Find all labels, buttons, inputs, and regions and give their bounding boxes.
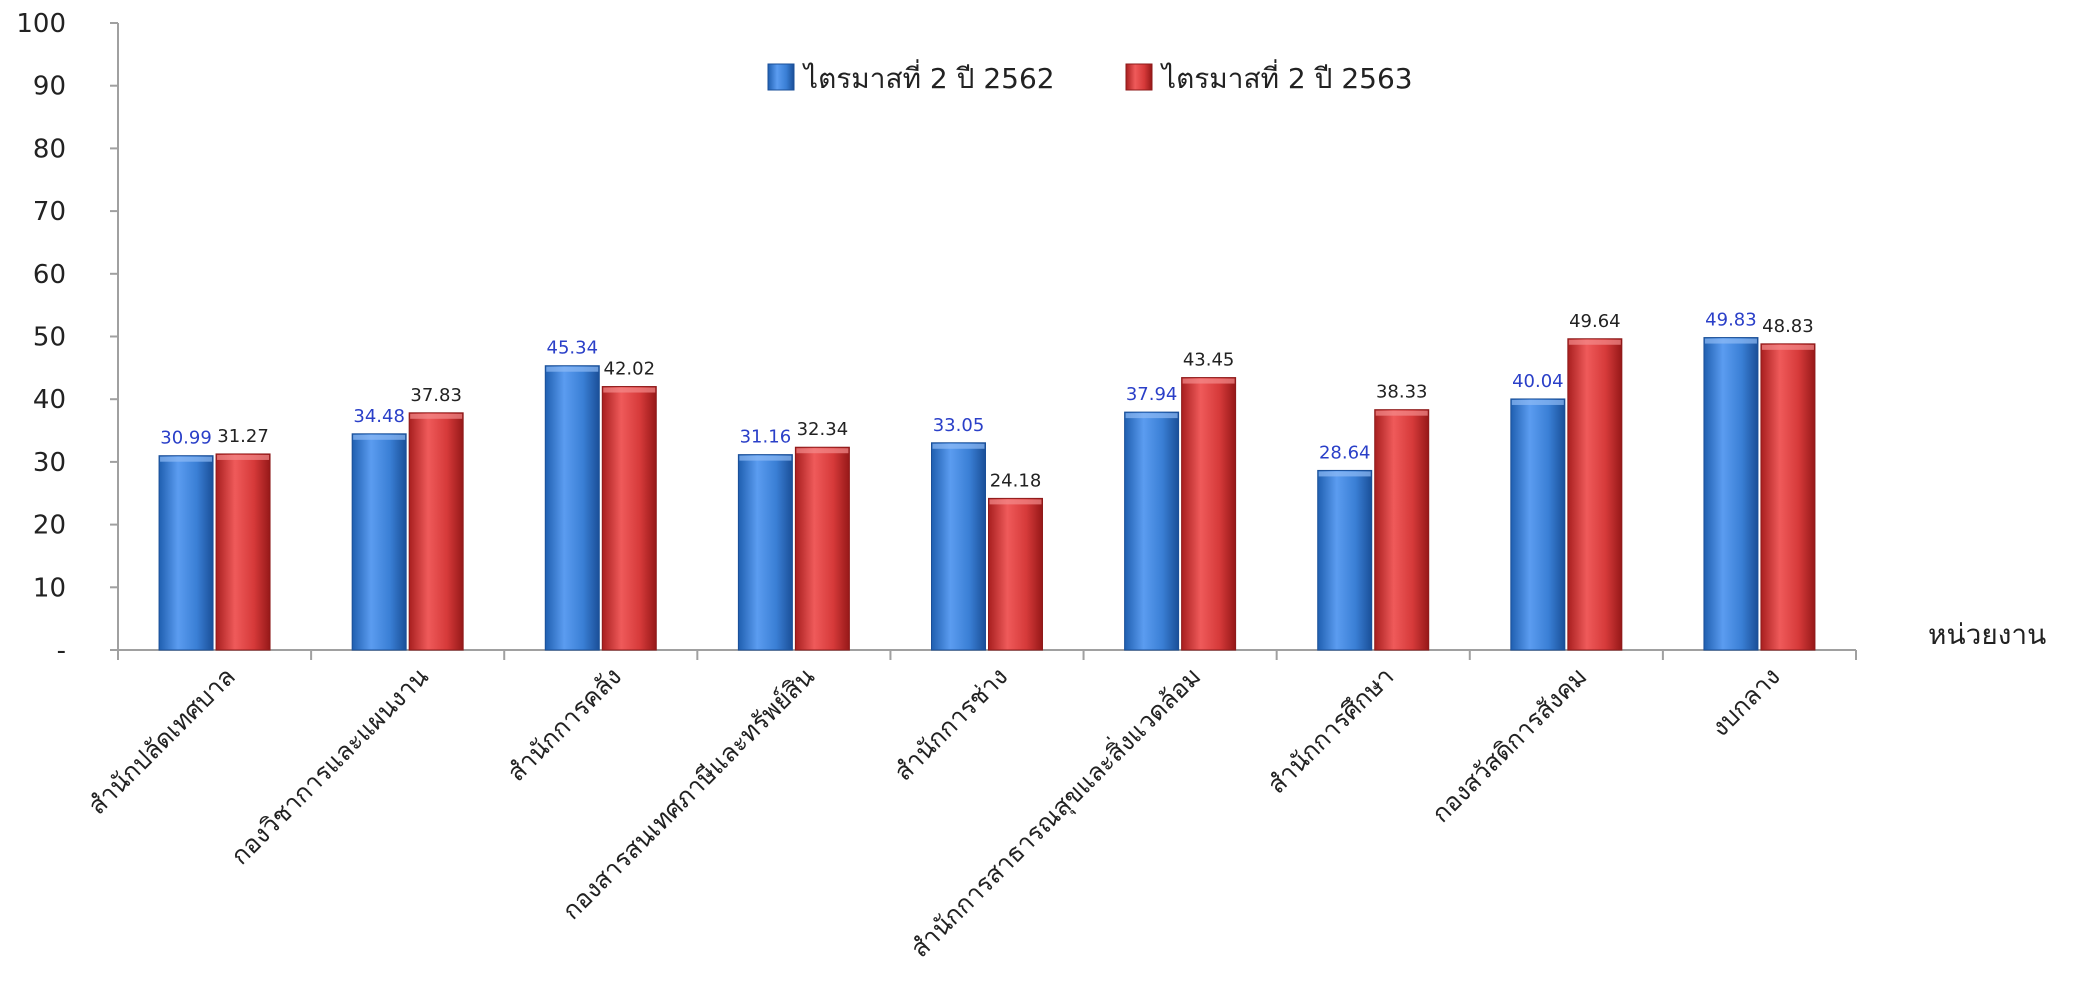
data-label-series1: 33.05 xyxy=(933,415,985,436)
legend: ไตรมาสที่ 2 ปี 2562 ไตรมาสที่ 2 ปี 2563 xyxy=(767,59,1413,95)
bar-cap-series2 xyxy=(989,499,1042,505)
bar-cap-series1 xyxy=(1125,413,1178,419)
legend-item-series1: ไตรมาสที่ 2 ปี 2562 xyxy=(767,59,1055,95)
bar-series1 xyxy=(1510,398,1566,651)
data-label-series1: 40.04 xyxy=(1512,371,1564,392)
y-tick-label: 80 xyxy=(33,134,66,164)
bar-series1 xyxy=(931,442,986,651)
bar-series2 xyxy=(794,446,850,651)
bar-cap-series2 xyxy=(217,454,270,460)
axis-layer: - 10 20 30 40 50 60 70 80 90 100 xyxy=(16,9,1857,666)
y-tick-label: 20 xyxy=(33,511,66,541)
bar-series1 xyxy=(1317,469,1373,651)
bar-cap-series1 xyxy=(546,366,599,372)
x-category-label: กองวิชาการและแผนงาน xyxy=(225,662,434,871)
bar-series2 xyxy=(1760,343,1816,651)
data-label-series2: 37.83 xyxy=(410,385,462,406)
x-category-label: งบกลาง xyxy=(1705,662,1785,742)
bar-series2 xyxy=(215,453,271,651)
bar-cap-series1 xyxy=(1704,338,1757,344)
x-category-label: สำนักการศึกษา xyxy=(1262,662,1400,800)
data-label-series1: 49.83 xyxy=(1705,310,1757,331)
bar-series2 xyxy=(1374,409,1430,651)
bar-cap-series2 xyxy=(1568,339,1621,345)
data-label-series1: 31.16 xyxy=(740,427,792,448)
data-label-series2: 48.83 xyxy=(1762,316,1814,337)
y-tick-label: 10 xyxy=(33,573,66,603)
data-label-series2: 24.18 xyxy=(990,470,1042,491)
y-tick-label: 70 xyxy=(33,197,66,227)
bar-series2 xyxy=(988,497,1043,651)
bar-cap-series2 xyxy=(1375,410,1428,416)
data-label-series2: 31.27 xyxy=(217,426,269,447)
data-label-series1: 45.34 xyxy=(547,338,599,359)
y-tick-label: - xyxy=(57,636,66,666)
data-label-series2: 32.34 xyxy=(797,419,849,440)
data-label-series1: 28.64 xyxy=(1319,442,1371,463)
bars-layer xyxy=(158,337,1816,651)
bar-cap-series1 xyxy=(1511,399,1564,405)
legend-swatch xyxy=(767,63,795,91)
y-tick-label: 30 xyxy=(33,448,66,478)
bar-cap-series1 xyxy=(160,456,213,462)
x-category-label: สำนักการคลัง xyxy=(502,662,627,787)
data-label-series2: 43.45 xyxy=(1183,350,1235,371)
y-tick-label: 50 xyxy=(33,323,66,353)
bar-series1 xyxy=(351,433,407,651)
bar-cap-series2 xyxy=(603,387,656,393)
bar-cap-series1 xyxy=(1318,471,1371,477)
data-label-series2: 49.64 xyxy=(1569,311,1621,332)
bar-series2 xyxy=(1567,338,1623,651)
y-tick-label: 40 xyxy=(33,385,66,415)
legend-swatch xyxy=(1125,63,1153,91)
data-label-series2: 42.02 xyxy=(604,359,656,380)
x-category-label: สำนักการช่าง xyxy=(889,662,1014,787)
bar-series1 xyxy=(737,454,793,651)
x-axis-title: หน่วยงาน xyxy=(1928,618,2046,651)
legend-label: ไตรมาสที่ 2 ปี 2563 xyxy=(1160,59,1413,95)
bar-series2 xyxy=(1181,377,1237,651)
bar-series2 xyxy=(408,412,464,651)
bar-cap-series2 xyxy=(796,448,849,454)
bar-series2 xyxy=(601,386,657,651)
data-label-series1: 34.48 xyxy=(353,406,405,427)
data-label-series1: 30.99 xyxy=(160,428,212,449)
bar-series1 xyxy=(544,365,600,651)
bar-cap-series2 xyxy=(1761,344,1814,350)
bar-series1 xyxy=(1124,411,1180,651)
data-label-series2: 38.33 xyxy=(1376,382,1428,403)
bar-cap-series1 xyxy=(353,434,406,440)
bar-cap-series1 xyxy=(739,455,792,461)
bar-series1 xyxy=(1703,337,1759,651)
y-tick-label: 60 xyxy=(33,260,66,290)
legend-label: ไตรมาสที่ 2 ปี 2562 xyxy=(802,59,1055,95)
bar-series1 xyxy=(158,455,214,651)
data-label-series1: 37.94 xyxy=(1126,384,1178,405)
x-category-label: สำนักปลัดเทศบาล xyxy=(82,662,240,820)
legend-item-series2: ไตรมาสที่ 2 ปี 2563 xyxy=(1125,59,1413,95)
bar-cap-series1 xyxy=(932,443,985,449)
bar-cap-series2 xyxy=(1182,378,1235,384)
x-category-label: กองสวัสดิการสังคม xyxy=(1426,662,1592,828)
y-tick-label: 100 xyxy=(16,9,66,39)
y-tick-label: 90 xyxy=(33,72,66,102)
bar-cap-series2 xyxy=(410,413,463,419)
